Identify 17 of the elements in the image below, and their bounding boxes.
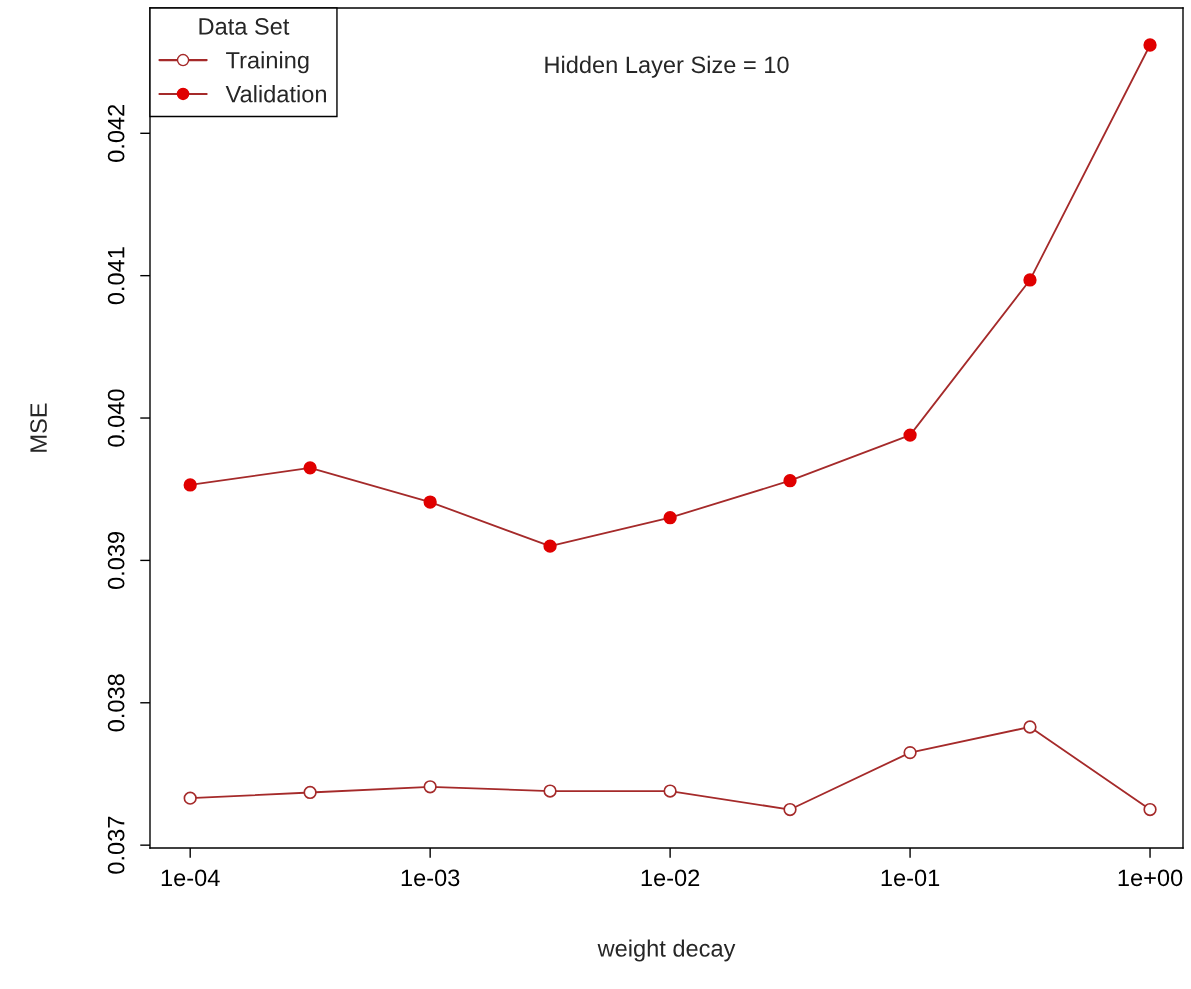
legend-label: Training: [226, 51, 309, 74]
x-tick-label: 1e-03: [401, 869, 460, 887]
x-tick-label: 1e-04: [161, 869, 220, 887]
x-tick-label: 1e+00: [1118, 869, 1183, 887]
legend-label: Validation: [225, 85, 326, 103]
y-tick-label: 0.037: [107, 816, 125, 874]
x-tick-label: 1e-01: [881, 869, 940, 887]
y-tick-label: 0.040: [107, 389, 125, 447]
y-tick-label: 0.038: [107, 674, 125, 732]
legend-title: Data Set: [199, 18, 290, 35]
y-axis-title: MSE: [30, 403, 47, 452]
annotation: Hidden Layer Size = 10: [545, 55, 789, 78]
x-axis-title: weight decay: [597, 939, 736, 962]
y-tick-label: 0.039: [107, 531, 125, 590]
y-tick-label: 0.042: [107, 104, 125, 162]
y-tick-label: 0.041: [107, 247, 125, 305]
x-tick-label: 1e-02: [641, 869, 700, 887]
